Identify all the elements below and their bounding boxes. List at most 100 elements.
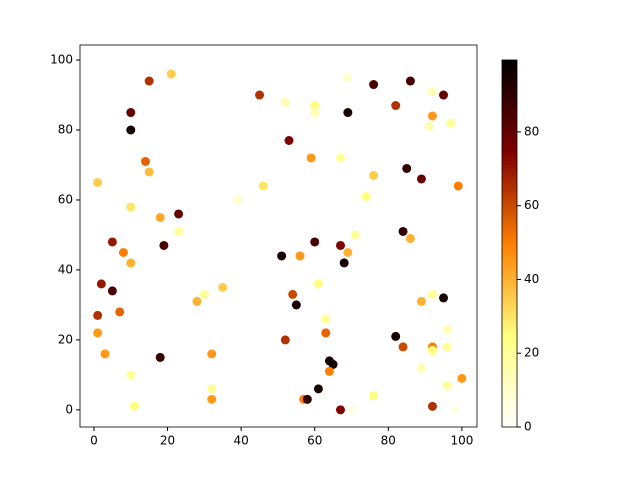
point (280, 335, 290, 345)
colorbar-segment (502, 304, 517, 309)
colorbar-segment (502, 99, 517, 104)
colorbar-tick-label: 20 (524, 346, 539, 360)
colorbar-frame (501, 59, 518, 428)
colorbar-segment (502, 286, 517, 290)
point (427, 401, 437, 411)
colorbar-segment (502, 378, 517, 382)
x-tick-label: 100 (450, 434, 473, 448)
colorbar-segment (502, 228, 517, 232)
colorbar-segment (502, 252, 517, 257)
point (398, 342, 408, 352)
point (310, 108, 320, 118)
colorbar-segment (502, 66, 517, 70)
colorbar-segment (502, 78, 517, 82)
colorbar-segment (502, 237, 517, 241)
colorbar-segment (502, 90, 517, 95)
colorbar-segment (502, 319, 517, 324)
colorbar-segment (502, 234, 517, 238)
point (313, 384, 323, 394)
y-tick-label: 100 (50, 53, 73, 67)
colorbar-segment (502, 381, 517, 385)
colorbar-segment (502, 225, 517, 229)
point (129, 401, 139, 411)
colorbar-segment (502, 96, 517, 101)
point (199, 289, 209, 299)
point (427, 87, 437, 97)
y-tick-label: 0 (65, 402, 73, 416)
colorbar-segment (502, 356, 517, 361)
plot-frame (79, 44, 478, 428)
point (144, 167, 154, 177)
colorbar-segment (502, 63, 517, 67)
point (93, 310, 103, 320)
colorbar-segment (502, 405, 517, 410)
colorbar-segment (502, 102, 517, 107)
x-tick-label: 60 (307, 434, 322, 448)
x-tick-label: 40 (234, 434, 249, 448)
colorbar-segment (502, 371, 517, 376)
colorbar-segment (502, 136, 517, 141)
point (313, 279, 323, 289)
point (391, 101, 401, 111)
point (255, 90, 265, 100)
colorbar-segment (502, 384, 517, 388)
colorbar-segment (502, 375, 517, 379)
point (450, 405, 460, 415)
x-tick-label: 80 (381, 434, 396, 448)
colorbar-segment (502, 258, 517, 263)
point (306, 153, 316, 163)
colorbar-segment (502, 390, 517, 394)
point (159, 240, 169, 250)
colorbar-segment (502, 402, 517, 407)
colorbar-segment (502, 60, 517, 64)
point (335, 153, 345, 163)
point (405, 233, 415, 243)
colorbar-segment (502, 127, 517, 131)
colorbar-segment (502, 240, 517, 244)
colorbar-tick-label: 80 (524, 124, 539, 138)
colorbar-segment (502, 176, 517, 180)
point (335, 240, 345, 250)
colorbar-segment (502, 219, 517, 223)
point (93, 328, 103, 338)
colorbar-segment (502, 414, 517, 419)
colorbar-segment (502, 353, 517, 358)
point (424, 122, 434, 132)
point (174, 226, 184, 236)
point (416, 174, 426, 184)
point (288, 289, 298, 299)
y-tick-label: 40 (58, 262, 73, 276)
point (218, 282, 228, 292)
point (280, 97, 290, 107)
colorbar-segment (502, 329, 517, 333)
point (174, 209, 184, 219)
point (369, 170, 379, 180)
point (321, 328, 331, 338)
colorbar-segment (502, 249, 517, 254)
point (416, 296, 426, 306)
point (369, 391, 379, 401)
point (232, 195, 242, 205)
colorbar-segment (502, 423, 517, 428)
point (446, 118, 456, 128)
colorbar-segment (502, 215, 517, 220)
colorbar-segment (502, 368, 517, 373)
colorbar-segment (502, 338, 517, 342)
point (192, 296, 202, 306)
colorbar-segment (502, 267, 517, 272)
colorbar-segment (502, 274, 517, 278)
colorbar-segment (502, 185, 517, 189)
colorbar-segment (502, 148, 517, 153)
point (126, 108, 136, 118)
colorbar-segment (502, 200, 517, 205)
colorbar-segment (502, 289, 517, 293)
point (126, 370, 136, 380)
colorbar-segment (502, 399, 517, 404)
point (361, 191, 371, 201)
colorbar-segment (502, 283, 517, 287)
colorbar-segment (502, 179, 517, 183)
point (140, 156, 150, 166)
colorbar-segment (502, 170, 517, 174)
colorbar-segment (502, 255, 517, 260)
